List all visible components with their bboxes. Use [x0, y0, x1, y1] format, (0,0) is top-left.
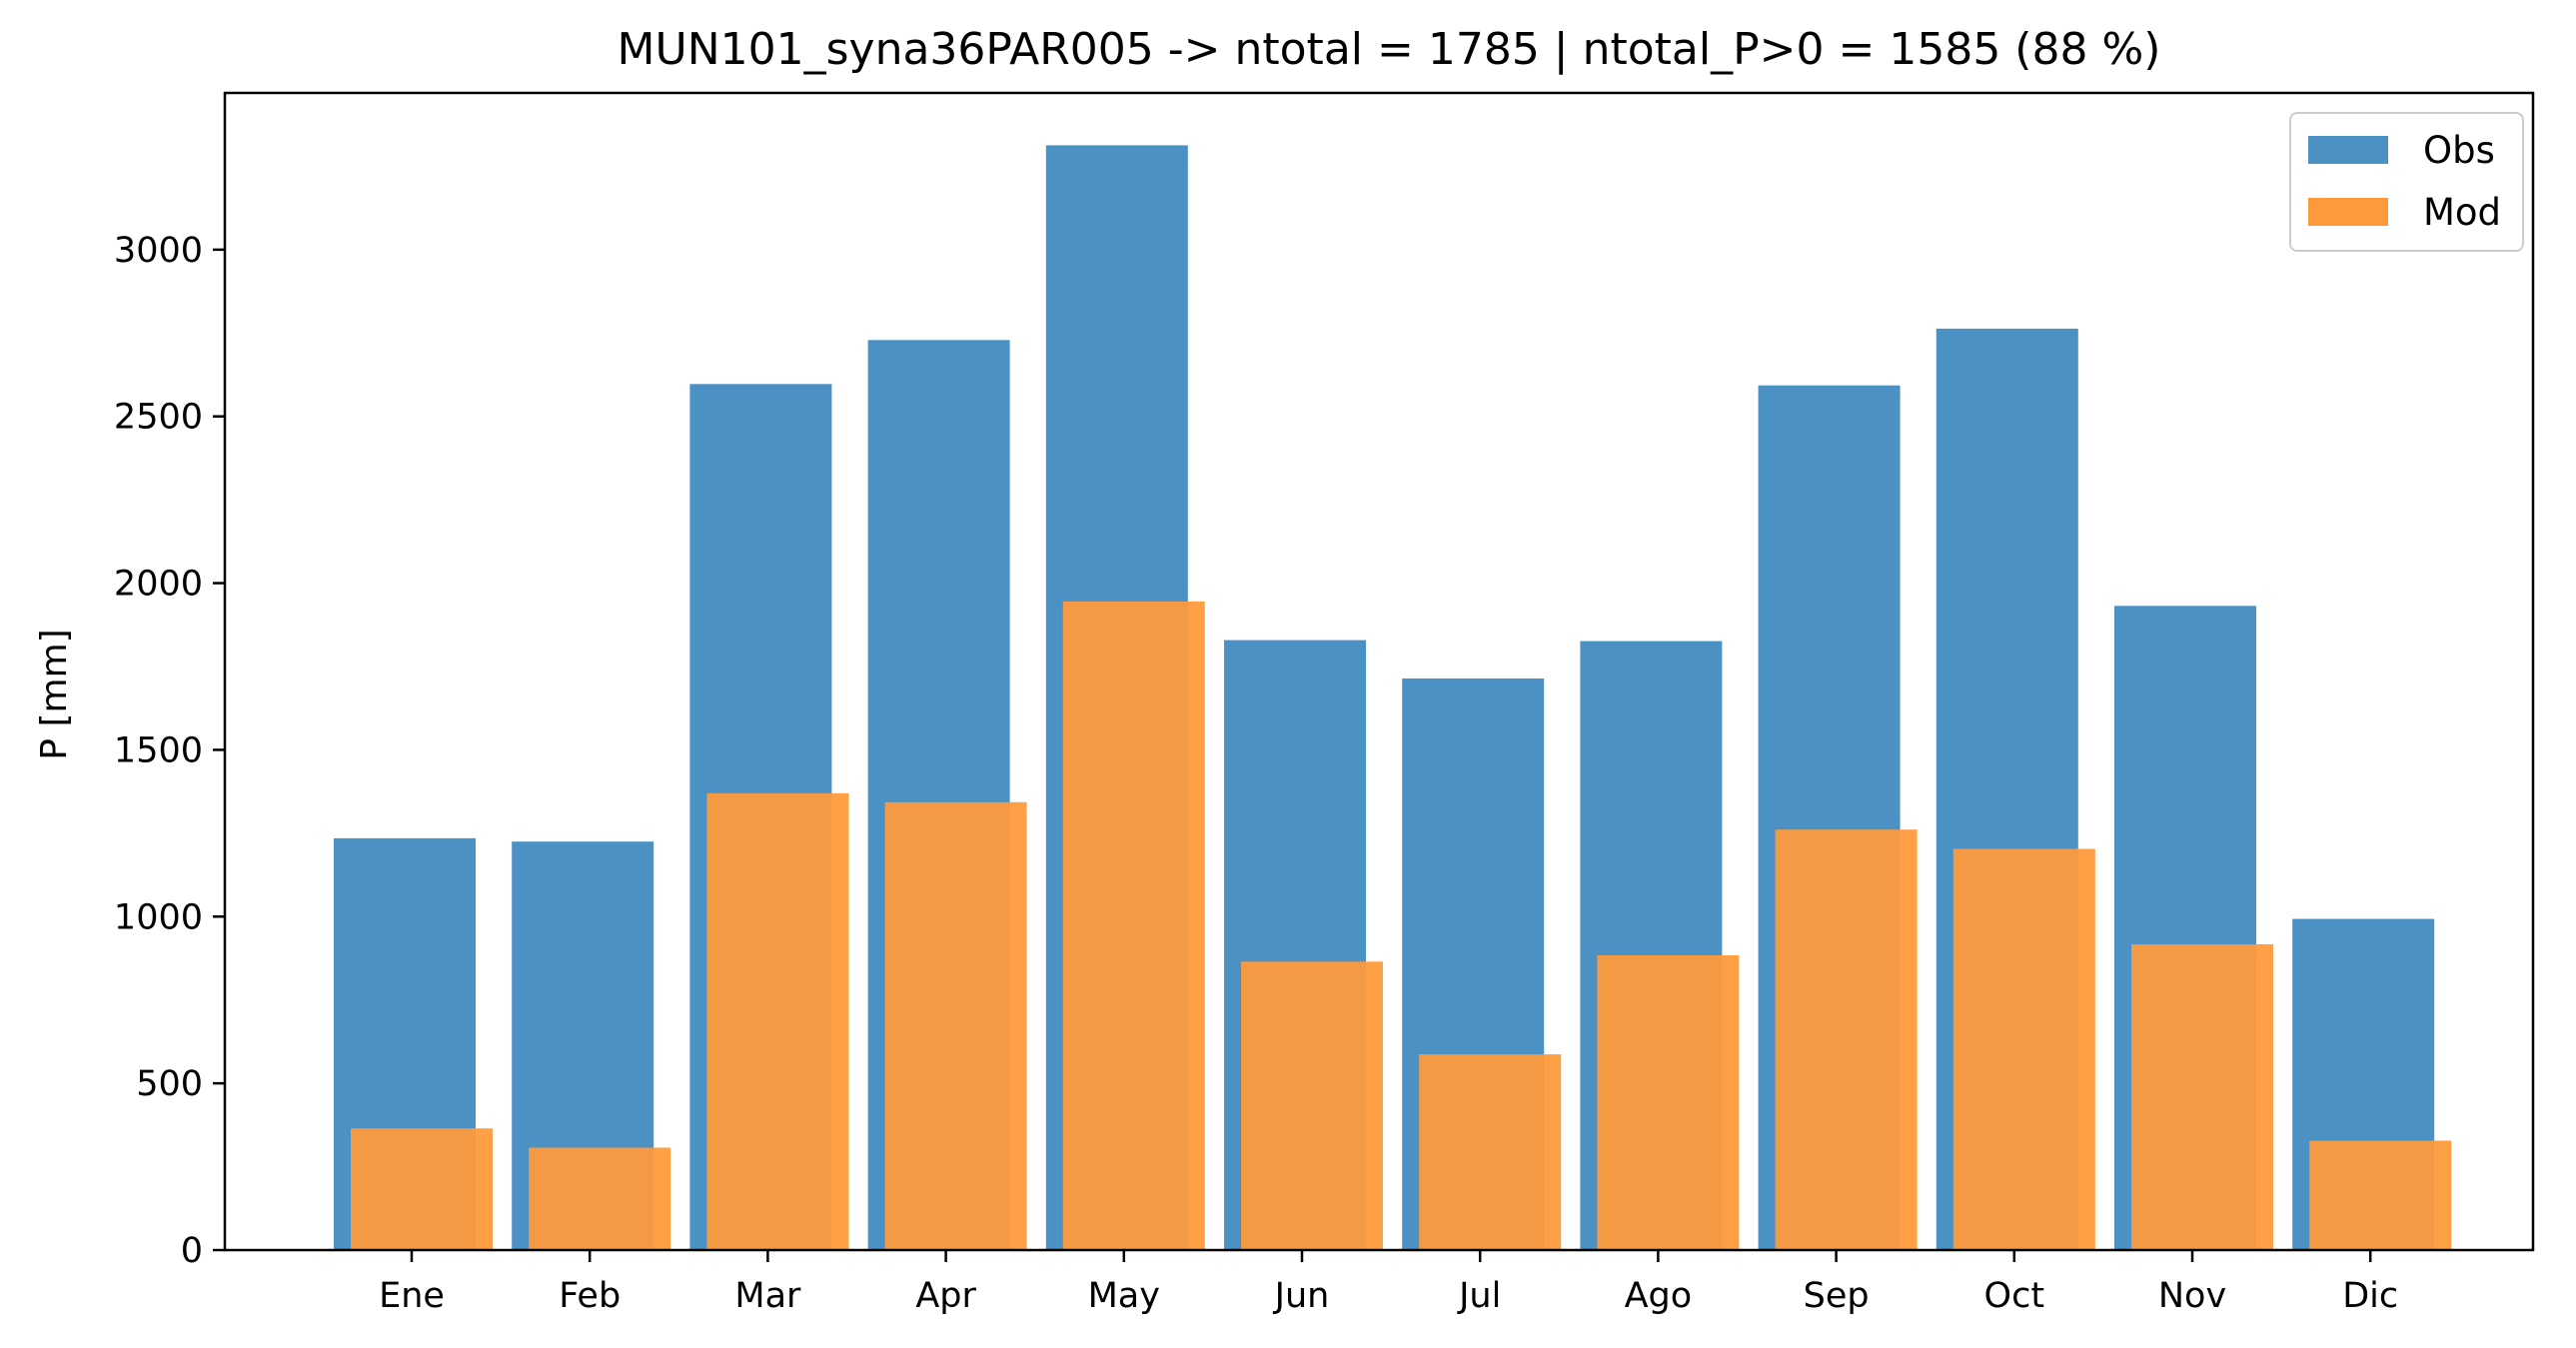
plot-frame — [223, 91, 2535, 1252]
x-tick-label-nov: Nov — [2158, 1276, 2226, 1316]
bar-mod-may — [1062, 601, 1205, 1250]
mod-series — [351, 601, 2452, 1250]
x-axis: Ene Feb Mar Apr May Jun Jul Ago Sep Oct Nov Dic — [379, 1250, 2398, 1316]
bar-mod-jul — [1419, 1054, 1562, 1250]
legend-swatch-obs — [2308, 136, 2388, 164]
x-tick-label-ago: Ago — [1625, 1276, 1693, 1316]
bar-mod-apr — [884, 801, 1027, 1250]
bar-mod-nov — [2131, 944, 2273, 1250]
bar-mod-dic — [2309, 1140, 2452, 1250]
legend: Obs Mod — [2289, 112, 2524, 252]
y-tick-label: 0 — [181, 1231, 203, 1271]
legend-label-obs: Obs — [2423, 129, 2495, 172]
x-tick-label-ene: Ene — [379, 1276, 445, 1316]
y-tick-label: 3000 — [114, 231, 203, 271]
y-tick-label: 1000 — [114, 897, 203, 937]
y-tick-label: 2000 — [114, 565, 203, 605]
bar-mod-ago — [1597, 955, 1740, 1250]
bar-mod-jun — [1241, 961, 1383, 1250]
y-axis: 0 500 1000 1500 2000 2500 3000 — [114, 231, 225, 1271]
x-tick-label-apr: Apr — [915, 1276, 976, 1316]
bar-mod-sep — [1775, 829, 1918, 1250]
x-tick-label-jul: Jul — [1457, 1276, 1501, 1316]
y-tick-label: 500 — [136, 1064, 203, 1104]
bar-mod-ene — [351, 1128, 493, 1250]
x-tick-label-mar: Mar — [734, 1276, 801, 1316]
x-tick-label-may: May — [1088, 1276, 1160, 1316]
y-tick-label: 2500 — [114, 398, 203, 438]
x-tick-label-dic: Dic — [2342, 1276, 2398, 1316]
x-tick-label-oct: Oct — [1984, 1276, 2045, 1316]
x-tick-label-jun: Jun — [1273, 1276, 1330, 1316]
bar-mod-feb — [529, 1147, 671, 1250]
legend-swatch-mod — [2308, 198, 2388, 226]
bar-mod-oct — [1952, 848, 2095, 1250]
y-axis-label: P [mm] — [34, 629, 75, 759]
chart-title: MUN101_syna36PAR005 -> ntotal = 1785 | n… — [618, 24, 2161, 75]
bar-mod-mar — [706, 792, 849, 1250]
x-tick-label-sep: Sep — [1804, 1276, 1870, 1316]
x-tick-label-feb: Feb — [559, 1276, 621, 1316]
y-tick-label: 1500 — [114, 730, 203, 770]
legend-label-mod: Mod — [2423, 191, 2501, 234]
